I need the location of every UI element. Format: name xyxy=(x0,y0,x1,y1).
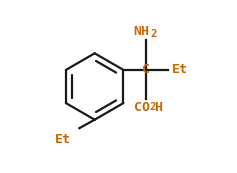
Text: H: H xyxy=(154,101,162,114)
Text: NH: NH xyxy=(133,25,149,38)
Text: 2: 2 xyxy=(149,102,156,112)
Text: CO: CO xyxy=(134,101,150,114)
Text: Et: Et xyxy=(172,63,188,76)
Text: Et: Et xyxy=(55,133,71,146)
Text: C: C xyxy=(141,63,150,76)
Text: 2: 2 xyxy=(150,29,156,39)
